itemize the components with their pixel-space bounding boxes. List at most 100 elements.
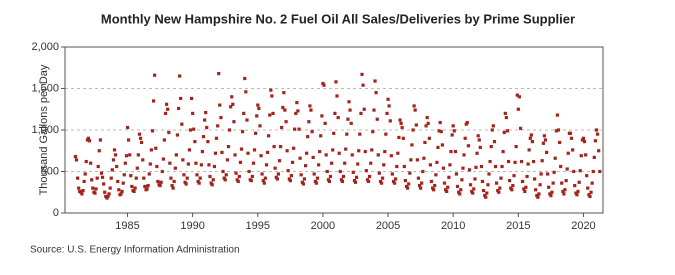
data-point	[487, 172, 491, 176]
data-point	[492, 140, 497, 144]
data-point	[428, 163, 432, 167]
data-point	[186, 162, 190, 166]
data-point	[264, 163, 269, 167]
data-point	[373, 79, 377, 83]
data-point	[477, 138, 481, 142]
data-point	[510, 188, 514, 192]
data-point	[293, 127, 297, 131]
data-point	[98, 138, 103, 142]
data-point	[574, 191, 578, 195]
data-point	[278, 145, 283, 149]
data-point	[484, 195, 488, 199]
data-point	[267, 134, 271, 138]
data-point	[103, 190, 107, 194]
data-point	[315, 176, 320, 180]
data-point	[558, 140, 562, 145]
data-point	[435, 160, 439, 164]
data-point	[399, 121, 403, 125]
data-point	[438, 120, 442, 125]
data-point	[554, 129, 558, 133]
data-point	[204, 110, 208, 115]
data-point	[326, 178, 330, 182]
data-point	[425, 115, 429, 120]
data-point	[126, 138, 131, 142]
data-point	[233, 153, 237, 157]
data-point	[256, 103, 260, 107]
data-point	[79, 190, 83, 194]
data-point	[305, 151, 309, 155]
source-note: Source: U.S. Energy Information Administ…	[30, 245, 240, 256]
data-point	[350, 153, 354, 157]
data-point	[218, 103, 222, 107]
data-point	[479, 164, 484, 169]
data-point	[490, 128, 494, 132]
data-point	[336, 115, 340, 120]
data-point	[384, 132, 388, 136]
data-point	[529, 133, 533, 137]
data-point	[115, 164, 119, 169]
data-point	[247, 169, 251, 174]
data-point	[287, 177, 291, 181]
data-point	[534, 188, 538, 192]
data-point	[594, 128, 599, 132]
data-point	[598, 169, 602, 174]
data-point	[194, 161, 198, 165]
data-point	[452, 129, 456, 133]
data-point	[505, 129, 510, 133]
data-point	[396, 151, 400, 155]
data-point	[123, 161, 127, 165]
data-point	[445, 189, 449, 194]
data-point	[537, 192, 541, 196]
data-point	[432, 188, 436, 192]
data-point	[290, 160, 295, 164]
data-point	[485, 191, 489, 195]
data-point	[590, 181, 594, 185]
data-point	[229, 105, 233, 109]
data-point	[91, 186, 95, 190]
data-point	[308, 104, 312, 108]
data-point	[356, 162, 360, 166]
data-point	[572, 169, 576, 174]
data-point	[269, 88, 273, 92]
data-point	[87, 139, 92, 143]
data-point	[474, 165, 478, 169]
data-point	[398, 118, 402, 122]
data-point	[211, 178, 215, 182]
data-point	[314, 181, 319, 185]
data-point	[528, 136, 532, 140]
data-point	[139, 140, 144, 145]
data-point	[524, 185, 528, 189]
data-point	[99, 171, 104, 175]
data-point	[283, 108, 287, 112]
data-point	[128, 153, 132, 157]
data-point	[207, 163, 211, 167]
data-point	[312, 172, 316, 176]
data-point	[181, 158, 185, 162]
data-point	[335, 94, 339, 98]
data-point	[328, 174, 333, 179]
data-point	[261, 179, 265, 183]
data-point	[289, 174, 294, 178]
data-point	[519, 159, 524, 164]
data-point	[397, 135, 401, 140]
data-point	[147, 172, 151, 176]
x-tick-label: 2010	[441, 220, 465, 232]
data-point	[551, 181, 555, 185]
data-point	[476, 134, 480, 138]
data-point	[318, 149, 322, 154]
data-point	[84, 159, 88, 164]
data-point	[464, 122, 468, 126]
data-point	[426, 121, 430, 125]
data-point	[454, 172, 459, 176]
data-point	[427, 136, 431, 140]
data-point	[212, 164, 217, 169]
data-point	[135, 166, 139, 170]
data-point	[544, 150, 549, 155]
data-point	[374, 91, 378, 95]
data-point	[352, 179, 357, 183]
data-point	[513, 160, 517, 164]
data-point	[563, 188, 567, 192]
data-point	[511, 184, 515, 188]
data-point	[372, 108, 376, 112]
data-point	[145, 187, 149, 191]
